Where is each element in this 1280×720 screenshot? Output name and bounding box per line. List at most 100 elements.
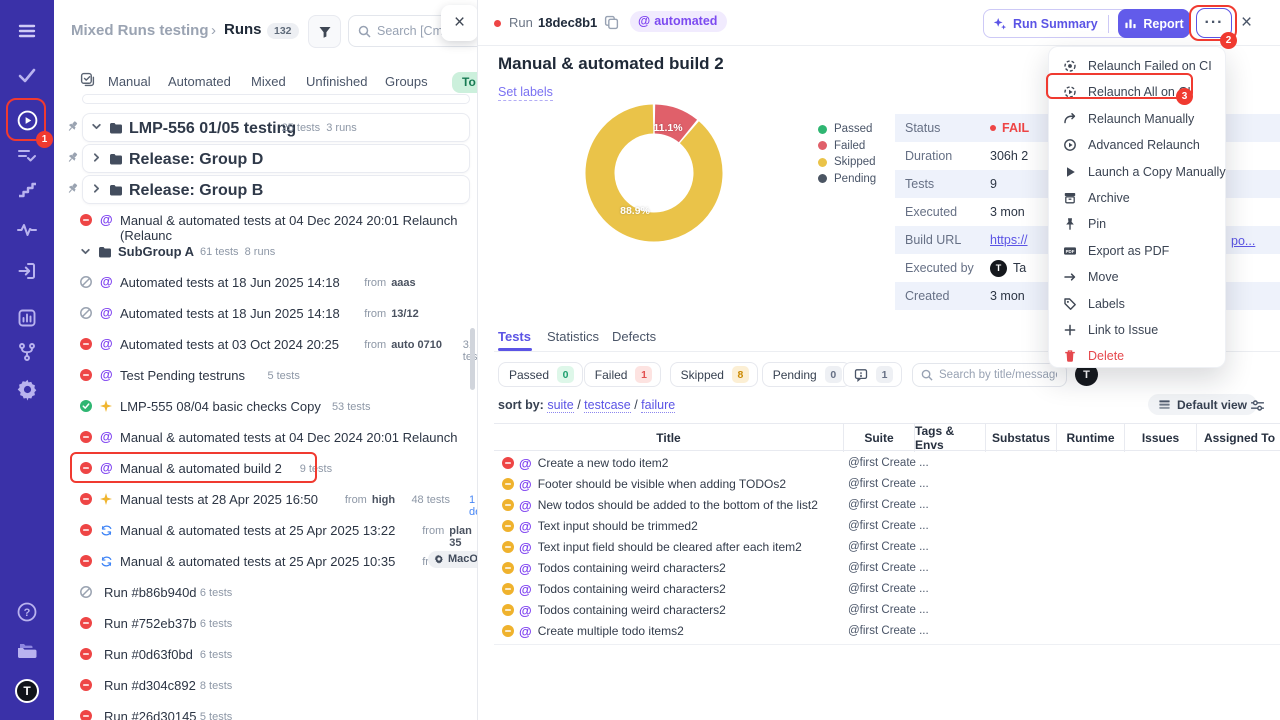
filter-button[interactable] <box>308 15 341 48</box>
menu-item-advanced-relaunch[interactable]: Advanced Relaunch <box>1049 132 1227 158</box>
menu-item-relaunch-manually[interactable]: Relaunch Manually <box>1049 106 1227 132</box>
run-name[interactable]: Automated tests at 18 Jun 2025 14:18 <box>120 306 340 321</box>
run-name[interactable]: Run #b86b940d <box>104 585 197 600</box>
run-name[interactable]: Manual & automated build 2 <box>120 461 282 476</box>
comments-filter-pill[interactable]: 1 <box>843 362 902 387</box>
run-name[interactable]: Manual & automated tests at 25 Apr 2025 … <box>120 523 396 538</box>
test-row[interactable]: @ Todos containing weird characters2 @firs… <box>494 558 1280 579</box>
column-header-assigned-to[interactable]: Assigned To <box>1196 424 1280 452</box>
sort-suite-link[interactable]: suite <box>547 398 574 413</box>
run-name[interactable]: Manual & automated tests at 25 Apr 2025 … <box>120 554 396 569</box>
test-row[interactable]: @ Create multiple todo items2 @first Creat… <box>494 621 1280 642</box>
run-list-item[interactable]: Run #26d30145 5 tests <box>54 702 477 720</box>
close-run-icon[interactable]: × <box>1241 12 1253 33</box>
run-list-item[interactable]: @ Test Pending testruns 5 tests <box>54 361 477 389</box>
filter-pill-failed[interactable]: Failed 1 <box>583 362 662 387</box>
tab-tests[interactable]: Tests <box>498 329 531 344</box>
test-row[interactable]: @ Text input field should be cleared afte… <box>494 537 1280 558</box>
run-group-card[interactable]: LMP-556 01/05 testing 25 tests 3 runs <box>82 113 470 142</box>
build-url-link[interactable]: https:// <box>990 233 1028 247</box>
tab-mixed[interactable]: Mixed <box>251 74 286 89</box>
run-name[interactable]: LMP-555 08/04 basic checks Copy <box>120 399 321 414</box>
projects-folders-icon[interactable] <box>0 640 54 662</box>
group-name[interactable]: LMP-556 01/05 testing <box>129 120 297 137</box>
run-list-item[interactable]: Manual & automated tests at 25 Apr 2025 … <box>54 516 477 549</box>
defects-pulse-icon[interactable] <box>0 221 54 239</box>
menu-item-labels[interactable]: Labels <box>1049 291 1227 317</box>
assignee-avatar[interactable]: T <box>1075 363 1098 386</box>
menu-item-archive[interactable]: Archive <box>1049 185 1227 211</box>
view-settings-icon[interactable] <box>1250 398 1265 413</box>
column-header-runtime[interactable]: Runtime <box>1056 424 1124 452</box>
menu-item-export-as-pdf[interactable]: PDF Export as PDF <box>1049 238 1227 264</box>
chevron-down-icon[interactable] <box>80 246 91 257</box>
test-title[interactable]: Create a new todo item2 <box>537 456 669 470</box>
run-group-card[interactable]: Release: Group D <box>82 144 470 173</box>
run-list-item[interactable]: Manual tests at 28 Apr 2025 16:50 from hig… <box>54 485 477 518</box>
panel-close-button[interactable]: × <box>441 5 477 41</box>
run-name[interactable]: Run #26d30145 <box>104 709 197 720</box>
test-row[interactable]: @ Create a new todo item2 @first Create ..… <box>494 453 1280 474</box>
run-name[interactable]: Manual tests at 28 Apr 2025 16:50 <box>120 492 319 507</box>
test-row[interactable]: @ Todos containing weird characters2 @firs… <box>494 579 1280 600</box>
help-icon[interactable]: ? <box>0 601 54 623</box>
column-header-title[interactable]: Title <box>656 431 681 445</box>
menu-item-move[interactable]: Move <box>1049 264 1227 290</box>
chevron-icon[interactable] <box>91 183 102 194</box>
test-row[interactable]: @ Text input should be trimmed2 @first Cre… <box>494 516 1280 537</box>
tab-statistics[interactable]: Statistics <box>547 329 600 344</box>
tests-search[interactable] <box>912 363 1067 387</box>
test-title[interactable]: Create multiple todo items2 <box>537 624 684 638</box>
run-name[interactable]: Run #d304c892 <box>104 678 196 693</box>
menu-item-launch-a-copy-manually[interactable]: Launch a Copy Manually <box>1049 159 1227 185</box>
runs-play-circle-icon[interactable] <box>0 109 54 132</box>
tests-check-icon[interactable] <box>0 64 54 86</box>
run-list-item[interactable]: Run #b86b940d 6 tests <box>54 578 477 606</box>
menu-item-link-to-issue[interactable]: Link to Issue <box>1049 317 1227 343</box>
build-url-more-link[interactable]: po... <box>1231 234 1256 248</box>
run-name[interactable]: Manual & automated tests at 04 Dec 2024 … <box>120 430 458 445</box>
run-list-item[interactable]: @ Automated tests at 18 Jun 2025 14:18 fro… <box>54 268 477 296</box>
test-title[interactable]: Text input field should be cleared after… <box>537 540 802 554</box>
column-header-suite[interactable]: Suite <box>843 424 914 452</box>
run-name[interactable]: Automated tests at 18 Jun 2025 14:18 <box>120 275 340 290</box>
filter-pill-skipped[interactable]: Skipped 8 <box>669 362 758 387</box>
run-list-item[interactable]: @ Automated tests at 18 Jun 2025 14:18 fro… <box>54 299 477 327</box>
run-name[interactable]: Run #752eb37b <box>104 616 197 631</box>
breadcrumb-project[interactable]: Mixed Runs testing <box>71 22 209 39</box>
tests-search-input[interactable] <box>939 369 1057 381</box>
run-name[interactable]: Run #0d63f0bd <box>104 647 193 662</box>
run-group-card[interactable]: Release: Group B <box>82 175 470 204</box>
filter-pill-pending[interactable]: Pending 0 <box>761 362 851 387</box>
menu-item-relaunch-failed-on-ci[interactable]: Relaunch Failed on CI <box>1049 53 1227 79</box>
group-name[interactable]: Release: Group D <box>129 151 264 168</box>
sort-failure-link[interactable]: failure <box>641 398 676 413</box>
user-avatar[interactable]: T <box>0 679 54 703</box>
defects-link[interactable]: 1 defects <box>469 494 477 518</box>
subgroup-name[interactable]: SubGroup A <box>118 244 195 259</box>
tab-automated[interactable]: Automated <box>168 74 231 89</box>
test-title[interactable]: New todos should be added to the bottom … <box>537 498 818 512</box>
test-title[interactable]: Text input should be trimmed2 <box>537 519 698 533</box>
tab-defects[interactable]: Defects <box>612 329 657 344</box>
run-name[interactable]: Test Pending testruns <box>120 368 246 383</box>
run-list-item[interactable]: @ Manual & automated tests at 04 Dec 2024… <box>54 206 477 243</box>
run-name[interactable]: Automated tests at 03 Oct 2024 20:25 <box>120 337 339 352</box>
integrations-branch-icon[interactable] <box>0 341 54 363</box>
default-view-button[interactable]: Default view <box>1148 394 1258 415</box>
test-cases-list-icon[interactable] <box>0 146 54 166</box>
report-button[interactable]: Report <box>1118 9 1190 38</box>
chevron-icon[interactable] <box>91 152 102 163</box>
left-panel-scrollbar[interactable] <box>470 328 475 390</box>
run-list-item[interactable]: Manual & automated tests at 25 Apr 2025 … <box>54 547 477 575</box>
run-name[interactable]: Manual & automated tests at 04 Dec 2024 … <box>120 213 458 243</box>
sort-testcase-link[interactable]: testcase <box>584 398 631 413</box>
test-row[interactable]: @ Todos containing weird characters2 @firs… <box>494 600 1280 621</box>
breadcrumb-section[interactable]: Runs <box>224 21 262 38</box>
run-list-item[interactable]: LMP-555 08/04 basic checks Copy 53 tests <box>54 392 477 420</box>
column-header-substatus[interactable]: Substatus <box>985 424 1056 452</box>
menu-icon[interactable] <box>0 21 54 41</box>
test-title[interactable]: Todos containing weird characters2 <box>537 582 726 596</box>
set-labels-link[interactable]: Set labels <box>498 85 553 101</box>
tab-unfinished[interactable]: Unfinished <box>306 74 368 89</box>
